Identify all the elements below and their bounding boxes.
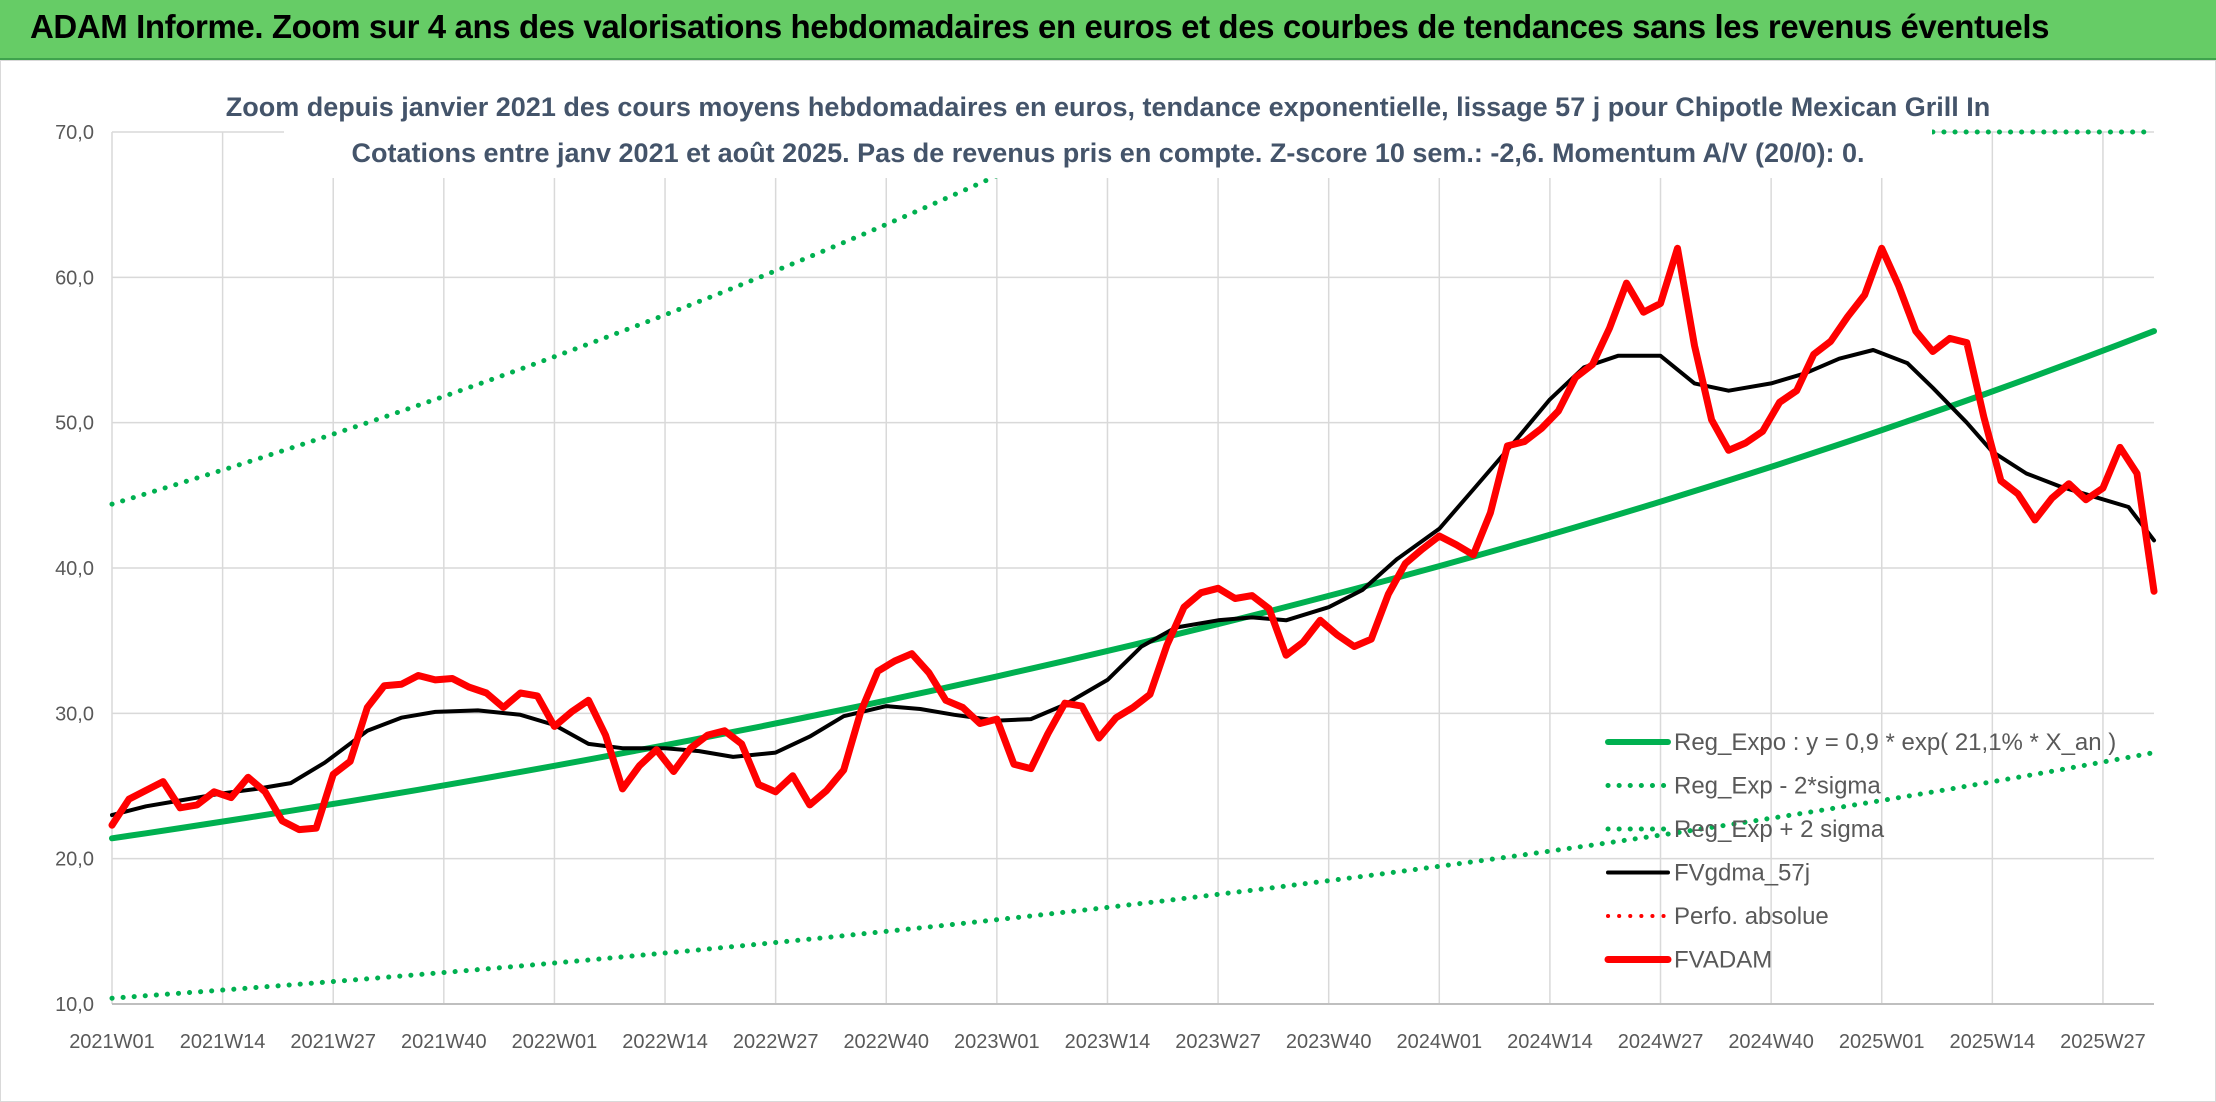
x-tick-label: 2022W01 [512, 1031, 598, 1053]
x-tick-label: 2023W27 [1175, 1031, 1261, 1053]
x-tick-label: 2024W01 [1396, 1031, 1482, 1053]
series-reg-expo [109, 328, 2157, 842]
legend: Reg_Expo : y = 0,9 * exp( 21,1% * X_an )… [1604, 729, 2116, 974]
x-tick-label: 2025W14 [1950, 1031, 2036, 1053]
x-tick-label: 2022W40 [843, 1031, 929, 1053]
x-tick-label: 2024W40 [1728, 1031, 1814, 1053]
series-fvgdma [110, 348, 2156, 818]
plot-lines [108, 129, 2158, 1001]
grid-lines [111, 131, 2154, 1005]
y-tick-label: 10,0 [55, 994, 94, 1016]
x-tick-label: 2024W14 [1507, 1031, 1593, 1053]
legend-label-reg-plus: Reg_Exp + 2 sigma [1674, 816, 1885, 843]
series-reg-plus [109, 173, 1000, 507]
x-tick-label: 2025W01 [1839, 1031, 1925, 1053]
x-tick-label: 2021W27 [290, 1031, 376, 1053]
subtitle-background [284, 86, 1932, 178]
x-tick-label: 2021W40 [401, 1031, 487, 1053]
subtitle-line-2: Cotations entre janv 2021 et août 2025. … [351, 138, 1864, 168]
y-tick-label: 70,0 [55, 122, 94, 144]
legend-label-perfo: Perfo. absolue [1674, 903, 1829, 930]
x-tick-label: 2025W27 [2060, 1031, 2146, 1053]
x-tick-label: 2022W14 [622, 1031, 708, 1053]
x-tick-label: 2024W27 [1618, 1031, 1704, 1053]
x-tick-label: 2021W14 [180, 1031, 266, 1053]
title-banner: ADAM Informe. Zoom sur 4 ans des valoris… [0, 0, 2216, 60]
page-title: ADAM Informe. Zoom sur 4 ans des valoris… [30, 8, 2050, 45]
legend-label-reg-minus: Reg_Exp - 2*sigma [1674, 773, 1881, 800]
x-tick-label: 2023W14 [1065, 1031, 1151, 1053]
legend-label-fvadam: FVADAM [1674, 947, 1772, 974]
legend-label-fvgdma: FVgdma_57j [1674, 860, 1810, 887]
y-tick-label: 30,0 [55, 703, 94, 725]
y-tick-label: 40,0 [55, 558, 94, 580]
y-tick-label: 60,0 [55, 267, 94, 289]
x-tick-label: 2022W27 [733, 1031, 819, 1053]
y-axis: 10,0 20,0 30,0 40,0 50,0 60,0 70,0 [55, 122, 94, 1016]
chart-subtitle: Zoom depuis janvier 2021 des cours moyen… [226, 86, 1991, 178]
x-tick-label: 2023W40 [1286, 1031, 1372, 1053]
x-tick-label: 2021W01 [69, 1031, 155, 1053]
subtitle-line-1: Zoom depuis janvier 2021 des cours moyen… [226, 92, 1991, 122]
x-axis: 2021W01 2021W14 2021W27 2021W40 2022W01 2022W… [69, 1031, 2146, 1053]
series-fvadam [108, 244, 2158, 834]
y-tick-label: 20,0 [55, 849, 94, 871]
legend-label-reg-expo: Reg_Expo : y = 0,9 * exp( 21,1% * X_an ) [1674, 729, 2116, 756]
y-tick-label: 50,0 [55, 413, 94, 435]
x-tick-label: 2023W01 [954, 1031, 1040, 1053]
